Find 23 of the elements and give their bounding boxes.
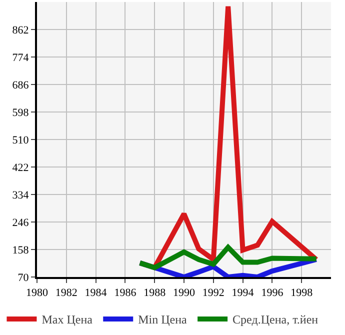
y-tick-label: 70 [18,272,30,284]
y-tick-label: 510 [12,134,30,146]
x-tick-label: 1982 [55,287,78,300]
y-tick-label: 686 [12,79,30,92]
x-tick-label: 1980 [26,287,48,300]
x-tick-label: 1992 [202,287,224,300]
y-tick-label: 774 [12,52,30,64]
x-tick-label: 1994 [232,287,254,300]
x-tick-label: 1984 [84,287,108,300]
y-tick-label: 862 [12,24,29,36]
x-tick-label: 1998 [290,287,314,300]
x-tick-label: 1988 [144,287,166,300]
y-tick-label: 598 [12,106,30,119]
y-tick-label: 246 [12,216,30,229]
x-tick-label: 1986 [114,287,137,300]
y-tick-label: 334 [12,189,30,202]
y-tick-label: 158 [12,244,30,256]
x-tick-label: 1990 [173,287,196,300]
x-tick-label: 1996 [261,287,284,300]
legend-label: Max Цена [42,312,94,327]
legend-label: Сред.Цена, т.йен [232,312,319,327]
legend-label: Min Цена [138,312,188,327]
y-tick-label: 422 [12,162,29,174]
